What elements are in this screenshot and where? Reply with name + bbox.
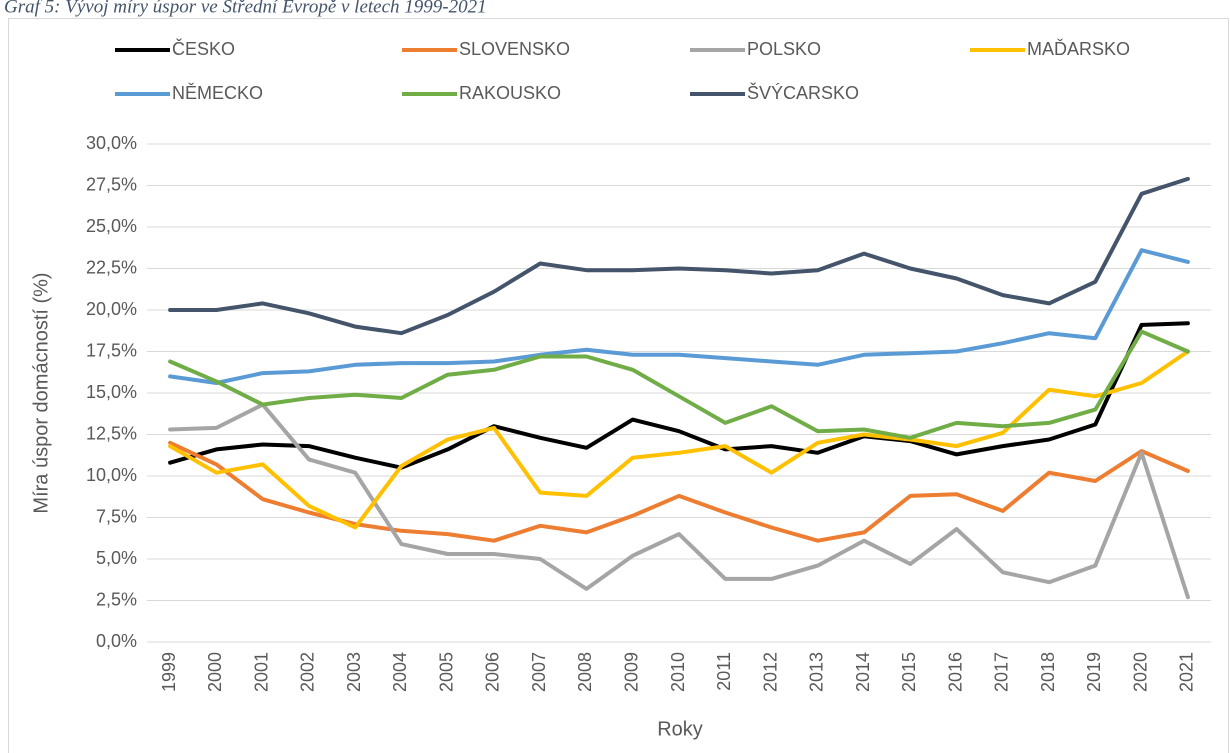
x-tick-label: 2003 bbox=[344, 652, 364, 692]
x-tick-label: 2008 bbox=[575, 652, 595, 692]
series-line bbox=[168, 349, 1190, 530]
series-line bbox=[168, 402, 1190, 600]
x-tick-label: 2020 bbox=[1130, 652, 1150, 692]
x-tick-label: 2016 bbox=[945, 652, 965, 692]
x-tick-label: 2017 bbox=[992, 652, 1012, 692]
x-tick-label: 2009 bbox=[621, 652, 641, 692]
y-axis-title: Míra úspor domácností (%) bbox=[30, 272, 52, 513]
series-line bbox=[168, 440, 1190, 543]
x-tick-label: 2002 bbox=[298, 652, 318, 692]
legend-label: ČESKO bbox=[172, 38, 235, 59]
chart-border bbox=[8, 18, 1229, 753]
x-tick-label: 2014 bbox=[853, 652, 873, 692]
y-tick-label: 10,0% bbox=[86, 465, 137, 485]
y-tick-label: 5,0% bbox=[96, 548, 137, 568]
x-tick-label: 1999 bbox=[159, 652, 179, 692]
x-tick-label: 2012 bbox=[760, 652, 780, 692]
legend-label: NĚMECKO bbox=[172, 83, 263, 103]
y-tick-label: 15,0% bbox=[86, 382, 137, 402]
x-tick-label: 2011 bbox=[714, 652, 734, 691]
series-line bbox=[168, 176, 1190, 336]
series-line bbox=[168, 329, 1190, 440]
y-tick-label: 0,0% bbox=[96, 631, 137, 651]
y-tick-label: 30,0% bbox=[86, 133, 137, 153]
series-line bbox=[168, 248, 1190, 385]
x-tick-label: 2000 bbox=[205, 652, 225, 692]
y-tick-label: 17,5% bbox=[86, 340, 137, 360]
legend-label: SLOVENSKO bbox=[459, 39, 570, 59]
legend-label: MAĎARSKO bbox=[1027, 39, 1130, 59]
x-tick-label: 2001 bbox=[251, 652, 271, 692]
x-tick-label: 2007 bbox=[529, 652, 549, 692]
y-tick-label: 7,5% bbox=[96, 506, 137, 526]
x-tick-label: 2018 bbox=[1038, 652, 1058, 692]
y-tick-label: 25,0% bbox=[86, 216, 137, 236]
y-tick-label: 22,5% bbox=[86, 257, 137, 277]
series-line bbox=[168, 321, 1190, 470]
y-tick-label: 20,0% bbox=[86, 299, 137, 319]
x-tick-label: 2015 bbox=[899, 652, 919, 692]
legend-label: RAKOUSKO bbox=[459, 83, 561, 103]
x-tick-label: 2021 bbox=[1177, 652, 1197, 692]
x-tick-label: 2010 bbox=[668, 652, 688, 692]
x-axis-title: Roky bbox=[657, 718, 703, 740]
chart-title: Graf 5: Vývoj míry úspor ve Střední Evro… bbox=[4, 0, 487, 17]
x-tick-label: 2004 bbox=[390, 652, 410, 692]
y-tick-label: 12,5% bbox=[86, 423, 137, 443]
legend-label: POLSKO bbox=[747, 39, 821, 59]
y-tick-label: 2,5% bbox=[96, 589, 137, 609]
x-tick-label: 2005 bbox=[436, 652, 456, 692]
legend-label: ŠVÝCARSKO bbox=[747, 82, 859, 103]
x-tick-label: 2013 bbox=[807, 652, 827, 692]
y-tick-label: 27,5% bbox=[86, 174, 137, 194]
x-tick-label: 2019 bbox=[1084, 652, 1104, 692]
x-tick-label: 2006 bbox=[483, 652, 503, 692]
